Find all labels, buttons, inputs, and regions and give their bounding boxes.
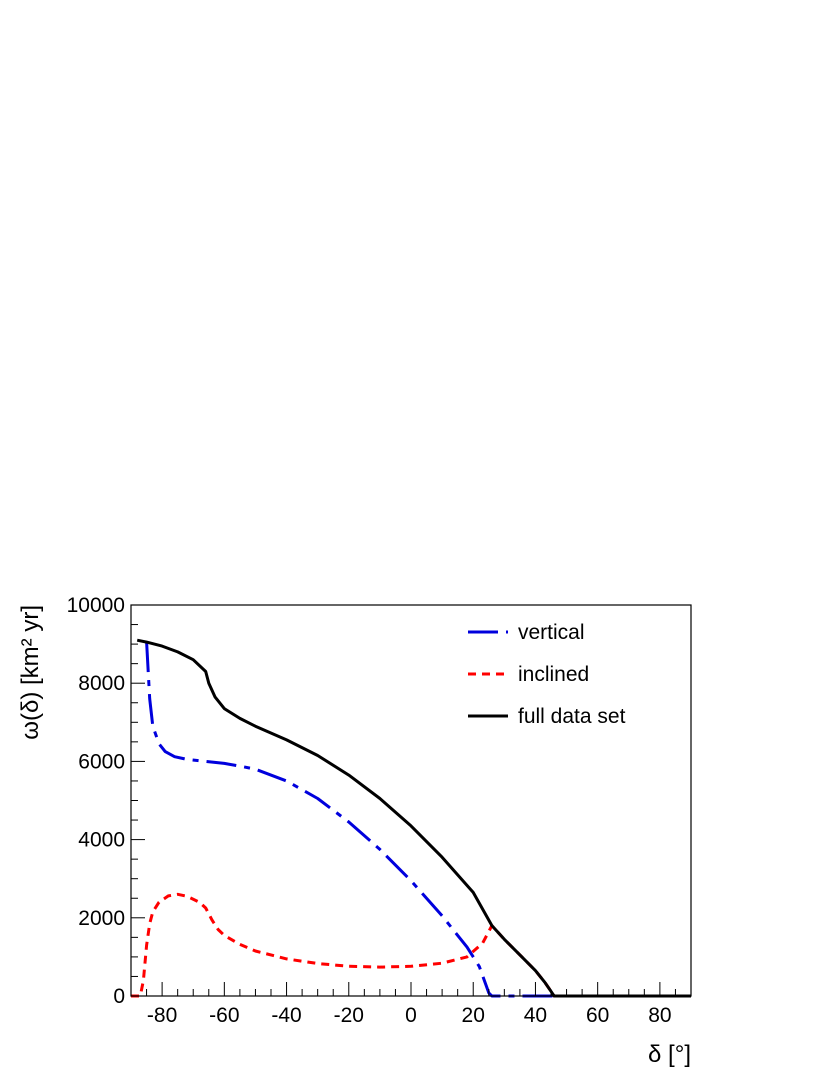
x-tick-label: -60	[209, 1004, 239, 1027]
series-line-full-data-set	[136, 638, 691, 998]
y-axis-title: ω(δ) [km² yr]	[17, 605, 44, 740]
x-tick-label: 20	[462, 1004, 485, 1027]
x-tick-label: 40	[524, 1004, 547, 1027]
x-tick-label: 80	[648, 1004, 671, 1027]
legend-label: inclined	[518, 663, 589, 686]
legend-label: full data set	[518, 705, 626, 728]
y-tick-label: 4000	[78, 829, 125, 852]
x-tick-label: -80	[147, 1004, 177, 1027]
x-axis-title: δ [°]	[648, 1041, 691, 1068]
x-tick-label: 60	[586, 1004, 609, 1027]
x-tick-label: -20	[334, 1004, 364, 1027]
legend: vertical inclined full data set	[468, 621, 626, 728]
y-tick-label: 6000	[78, 750, 125, 773]
legend-label: vertical	[518, 621, 585, 644]
series-line-vertical	[145, 642, 691, 998]
x-tick-label: 0	[405, 1004, 417, 1027]
y-tick-label: 10000	[67, 594, 125, 617]
y-tick-label: 8000	[78, 672, 125, 695]
series-layer	[131, 638, 691, 998]
y-tick-label: 0	[113, 985, 125, 1008]
axis-layer	[130, 604, 692, 997]
plot-frame	[130, 604, 692, 997]
series-line-inclined	[131, 892, 691, 998]
x-tick-label: -40	[271, 1004, 301, 1027]
tick-labels: -80 -60 -40 -20 0 20 40 60 80 0 2000 4000 6000 8000 10…	[67, 594, 672, 1027]
y-tick-label: 2000	[78, 907, 125, 930]
